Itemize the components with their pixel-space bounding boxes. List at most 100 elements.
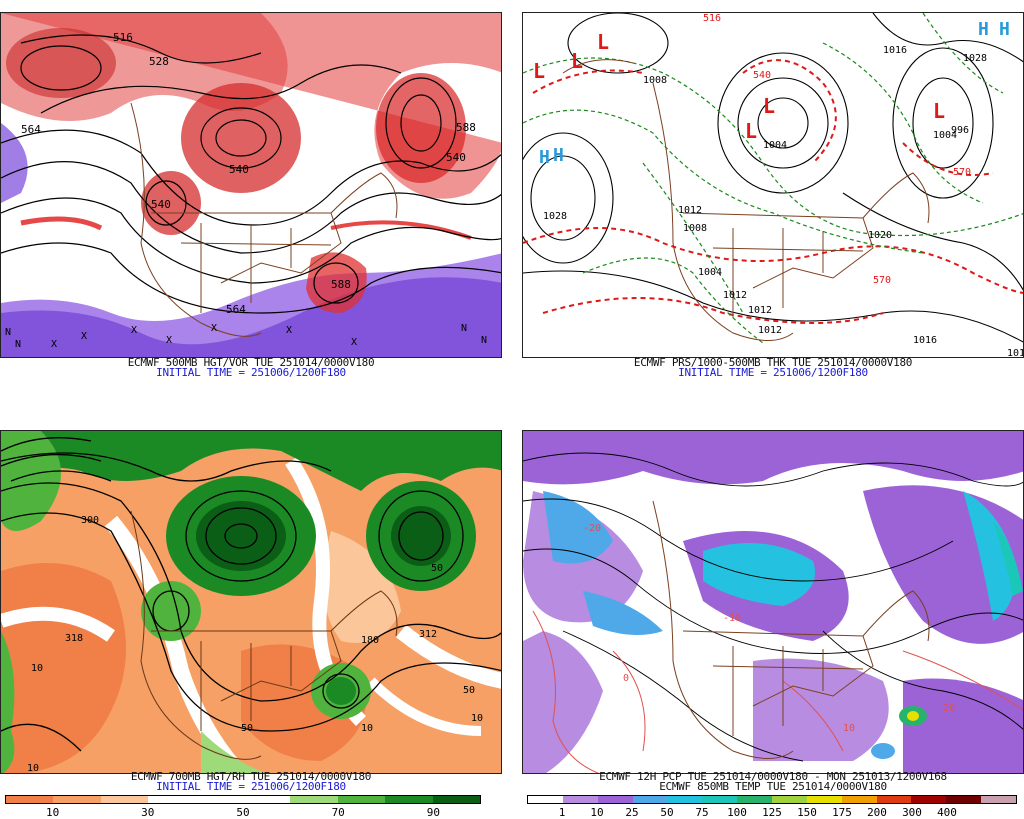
colorbar-segment <box>337 796 386 803</box>
panel-700mb-hgt-rh: 300 318 10 10 50 180 312 50 10 50 10 ECM… <box>0 418 512 819</box>
colorbar-label: 125 <box>762 806 782 819</box>
map-prs-thk: L L L L L L H H H H 516 1028 1028 1004 1… <box>522 12 1024 358</box>
colorbar-label: 100 <box>727 806 747 819</box>
height-contours <box>1 34 501 314</box>
rh-colorbar-labels: 10 30 50 70 90 <box>5 806 481 819</box>
high-symbols: H H H H <box>539 19 1010 168</box>
colorbar-label: 70 <box>331 806 345 819</box>
svg-text:10: 10 <box>471 713 483 724</box>
svg-text:1012: 1012 <box>678 205 702 216</box>
svg-text:X: X <box>51 339 57 350</box>
precip-colorbar-labels: 1 10 25 50 75 100 125 150 175 200 300 400 <box>527 806 1017 819</box>
map-prs-thk-svg: L L L L L L H H H H 516 1028 1028 1004 1… <box>523 13 1023 357</box>
panel-subtitle: INITIAL TIME = 251006/1200F180 <box>156 366 346 379</box>
colorbar-segment <box>53 796 101 803</box>
colorbar-segment <box>946 796 982 803</box>
panel-subtitle: INITIAL TIME = 251006/1200F180 <box>678 366 868 379</box>
svg-text:N: N <box>461 323 467 334</box>
vorticity-marks: N N X X X X X X X N N <box>5 323 487 350</box>
svg-text:N: N <box>5 327 11 338</box>
panel-title: ECMWF 500MB HGT/VOR TUE 251014/0000V180 <box>127 356 375 369</box>
colorbar-segment <box>911 796 947 803</box>
svg-text:570: 570 <box>953 167 971 178</box>
colorbar-label: 10 <box>45 806 60 819</box>
panel-prs-thk: L L L L L L H H H H 516 1028 1028 1004 1… <box>522 0 1024 410</box>
contour-label: 540 <box>229 163 249 176</box>
svg-text:318: 318 <box>65 633 83 644</box>
panel-title: ECMWF PRS/1000-500MB THK TUE 251014/0000… <box>633 356 913 369</box>
colorbar-segment <box>148 796 196 803</box>
svg-text:996: 996 <box>951 125 969 136</box>
svg-text:1008: 1008 <box>683 223 707 234</box>
moist-region-north <box>1 431 501 491</box>
panel-title: ECMWF 12H PCP TUE 251014/0000V180 - MON … <box>599 770 947 783</box>
panel-500mb-hgt-vor: 516 528 564 540 540 540 564 588 588 N N … <box>0 0 512 410</box>
colorbar-segment <box>290 796 338 803</box>
vorticity-max-central <box>181 83 301 193</box>
svg-text:L: L <box>597 30 609 54</box>
colorbar-label: 175 <box>832 806 852 819</box>
svg-text:50: 50 <box>463 685 475 696</box>
svg-text:50: 50 <box>241 723 253 734</box>
colorbar-segment <box>243 796 291 803</box>
height-contours <box>1 437 501 752</box>
map-500mb-svg: 516 528 564 540 540 540 564 588 588 N N … <box>1 13 501 357</box>
svg-text:10: 10 <box>843 723 855 734</box>
colorbar-label: 75 <box>695 806 709 819</box>
colorbar-label: 300 <box>902 806 922 819</box>
contour-label: 516 <box>113 31 133 44</box>
coastlines <box>130 102 398 337</box>
contour-label: 564 <box>21 123 41 136</box>
svg-text:1016: 1016 <box>883 45 907 56</box>
temp-labels: -20 -10 0 10 20 <box>583 523 955 734</box>
svg-text:N: N <box>481 335 487 346</box>
svg-text:X: X <box>131 325 137 336</box>
panel-subtitle: ECMWF 850MB TEMP TUE 251014/0000V180 <box>659 780 887 793</box>
svg-text:1012: 1012 <box>723 290 747 301</box>
map-pcp: -20 -10 0 10 20 <box>522 430 1024 774</box>
panel-subtitle: INITIAL TIME = 251006/1200F180 <box>156 780 346 793</box>
vorticity-max-northeast <box>1 13 501 199</box>
map-pcp-svg: -20 -10 0 10 20 <box>523 431 1023 773</box>
svg-text:X: X <box>351 337 357 348</box>
svg-text:H: H <box>999 19 1010 40</box>
svg-text:L: L <box>533 59 545 83</box>
colorbar-segment <box>632 796 668 803</box>
colorbar-segment <box>195 796 244 803</box>
rh-colorbar <box>5 795 481 804</box>
temp-contours <box>523 452 1023 762</box>
colorbar-segment <box>385 796 433 803</box>
svg-text:570: 570 <box>873 275 891 286</box>
colorbar-segment <box>702 796 738 803</box>
map-500mb: 516 528 564 540 540 540 564 588 588 N N … <box>0 12 502 358</box>
colorbar-segment <box>100 796 149 803</box>
svg-text:1012: 1012 <box>748 305 772 316</box>
svg-text:X: X <box>81 331 87 342</box>
svg-text:1028: 1028 <box>963 53 987 64</box>
svg-text:L: L <box>763 94 775 118</box>
panel-title: ECMWF 700MB HGT/RH TUE 251014/0000V180 <box>130 770 372 783</box>
panel-pcp-850temp: -20 -10 0 10 20 ECMWF 12H PCP TUE 251014… <box>522 418 1024 819</box>
svg-text:X: X <box>166 335 172 346</box>
svg-text:20: 20 <box>943 703 955 714</box>
svg-text:10: 10 <box>31 663 43 674</box>
thickness-contours <box>523 59 1023 324</box>
svg-text:300: 300 <box>81 515 99 526</box>
svg-text:X: X <box>211 323 217 334</box>
colorbar-segment <box>841 796 877 803</box>
contour-label: 588 <box>331 278 351 291</box>
svg-text:1028: 1028 <box>543 211 567 222</box>
svg-text:H: H <box>553 145 564 166</box>
contour-labels: 300 318 10 10 50 180 312 50 10 50 10 <box>27 515 483 773</box>
coastlines <box>130 510 398 760</box>
svg-text:516: 516 <box>703 13 721 24</box>
svg-text:L: L <box>745 119 757 143</box>
thickness-green <box>523 13 1023 344</box>
svg-text:180: 180 <box>361 635 379 646</box>
svg-text:1004: 1004 <box>763 140 787 151</box>
map-700mb-svg: 300 318 10 10 50 180 312 50 10 50 10 <box>1 431 501 773</box>
svg-text:1020: 1020 <box>868 230 892 241</box>
colorbar-label: 10 <box>590 806 604 819</box>
colorbar-segment <box>876 796 912 803</box>
colorbar-segment <box>772 796 807 803</box>
